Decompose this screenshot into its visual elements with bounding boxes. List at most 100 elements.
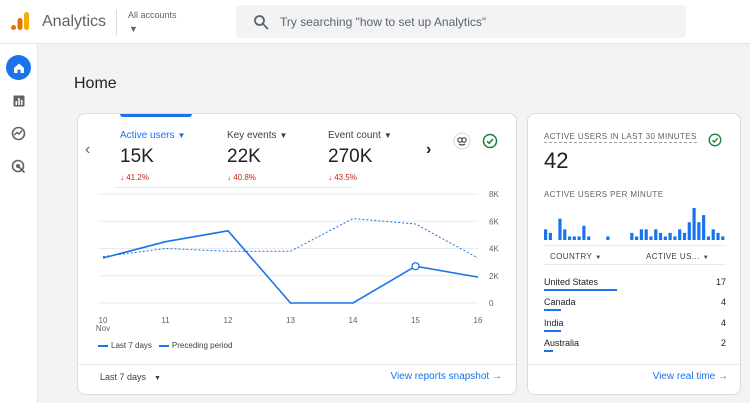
x-tick-label: 13 bbox=[286, 316, 295, 325]
country-value: 4 bbox=[720, 297, 726, 307]
minute-bar bbox=[721, 236, 725, 240]
minute-bar bbox=[635, 236, 639, 240]
chevron-left-icon[interactable]: ‹ bbox=[85, 141, 91, 158]
minute-bar bbox=[687, 222, 691, 240]
search-input[interactable]: Try searching "how to set up Analytics" bbox=[236, 5, 686, 38]
minute-bar bbox=[716, 232, 720, 240]
minute-bar bbox=[697, 222, 701, 240]
data-point-marker[interactable] bbox=[411, 262, 420, 271]
legend-swatch-dashed bbox=[158, 344, 169, 347]
metric-value: 270K bbox=[328, 146, 373, 167]
x-tick-label: 14 bbox=[349, 316, 358, 325]
minute-bar bbox=[654, 229, 658, 240]
metric-event-count[interactable]: Event count ▼ 270K ↓ 43.5% bbox=[328, 130, 392, 182]
realtime-title[interactable]: ACTIVE USERS IN LAST 30 MINUTES bbox=[544, 132, 697, 143]
chart-legend: Last 7 days Preceding period bbox=[98, 341, 232, 350]
per-minute-bar-chart bbox=[544, 208, 725, 240]
table-row[interactable]: India 4 bbox=[544, 318, 726, 338]
minute-bar bbox=[582, 225, 586, 240]
realtime-value: 42 bbox=[544, 148, 569, 173]
minute-bar bbox=[668, 232, 672, 240]
minute-bar bbox=[711, 229, 715, 240]
chevron-down-icon[interactable]: ▼ bbox=[129, 24, 138, 34]
date-range-select[interactable]: Last 7 days ▼ bbox=[100, 372, 161, 382]
x-tick-label: 12 bbox=[224, 316, 233, 325]
table-row[interactable]: Canada 4 bbox=[544, 297, 726, 317]
caret-down-icon[interactable]: ▼ bbox=[383, 131, 392, 140]
minute-bar bbox=[587, 236, 591, 240]
line-chart: 0 2K 4K 6K 8K 10 11 12 13 14 15 16 Nov bbox=[96, 190, 500, 333]
check-circle-icon[interactable] bbox=[707, 132, 723, 148]
account-selector[interactable]: All accounts bbox=[128, 10, 177, 20]
metric-label: Key events bbox=[227, 130, 277, 141]
y-tick-label: 6K bbox=[489, 217, 499, 226]
country-name: Canada bbox=[544, 297, 576, 307]
advertising-icon bbox=[11, 159, 26, 174]
y-tick-label: 0 bbox=[489, 299, 494, 308]
view-real-time-link[interactable]: View real time → bbox=[653, 371, 728, 382]
nav-advertising[interactable] bbox=[6, 154, 31, 179]
series-line-0 bbox=[102, 229, 479, 304]
nav-explore[interactable] bbox=[6, 121, 31, 146]
x-tick-label: 16 bbox=[474, 316, 483, 325]
caret-down-icon[interactable]: ▼ bbox=[702, 255, 710, 261]
analytics-logo-icon[interactable] bbox=[10, 11, 30, 31]
nav-reports[interactable] bbox=[6, 88, 31, 113]
app-title: Analytics bbox=[42, 13, 107, 30]
explore-icon bbox=[11, 126, 26, 141]
country-bar bbox=[544, 330, 562, 332]
metrics-divider bbox=[114, 187, 352, 188]
minute-bar bbox=[663, 236, 667, 240]
check-circle-icon[interactable] bbox=[481, 132, 499, 150]
minute-bar bbox=[673, 236, 677, 240]
y-tick-label: 8K bbox=[489, 190, 499, 199]
card-divider bbox=[528, 364, 740, 365]
legend-swatch-solid bbox=[98, 344, 108, 347]
series-line-1 bbox=[102, 218, 479, 259]
y-tick-label: 2K bbox=[489, 272, 499, 281]
minute-bar bbox=[544, 229, 548, 240]
active-tab-indicator bbox=[120, 114, 192, 117]
x-tick-label: 15 bbox=[411, 316, 420, 325]
metric-label: Event count bbox=[328, 130, 381, 141]
top-bar: Analytics All accounts ▼ Try searching "… bbox=[0, 0, 750, 44]
metric-label: Active users bbox=[120, 130, 175, 141]
minute-bar bbox=[639, 229, 643, 240]
reports-icon bbox=[13, 95, 24, 106]
date-range-label: Last 7 days bbox=[100, 372, 147, 382]
column-label: COUNTRY bbox=[550, 252, 593, 261]
legend-item: Last 7 days bbox=[111, 341, 152, 350]
table-row[interactable]: Australia 2 bbox=[544, 338, 726, 358]
metric-value: 15K bbox=[120, 146, 154, 167]
card-divider bbox=[78, 364, 516, 365]
chevron-right-icon[interactable]: › bbox=[426, 141, 432, 158]
insights-icon[interactable] bbox=[453, 132, 471, 150]
y-tick-label: 4K bbox=[489, 245, 499, 254]
caret-down-icon[interactable]: ▼ bbox=[279, 131, 288, 140]
arrow-right-icon: → bbox=[492, 371, 502, 382]
view-reports-link[interactable]: View reports snapshot → bbox=[390, 371, 502, 382]
left-nav-rail bbox=[0, 44, 38, 403]
caret-down-icon[interactable]: ▼ bbox=[595, 255, 602, 261]
legend-item: Preceding period bbox=[171, 341, 233, 350]
minute-bar bbox=[692, 208, 696, 240]
nav-home[interactable] bbox=[6, 55, 31, 80]
caret-down-icon[interactable]: ▼ bbox=[177, 131, 186, 140]
minute-bar bbox=[563, 229, 567, 240]
caret-down-icon[interactable]: ▼ bbox=[154, 375, 161, 382]
realtime-card: ACTIVE USERS IN LAST 30 MINUTES 42 ACTIV… bbox=[527, 113, 741, 395]
minute-bar bbox=[682, 232, 687, 240]
active-users-column-header[interactable]: ACTIVE US... ▼ bbox=[646, 252, 709, 261]
country-name: Australia bbox=[544, 338, 580, 348]
overview-card: ‹ Active users ▼ 15K ↓ 41.2% Key events ▼ … bbox=[77, 113, 517, 395]
x-tick-label: 10 bbox=[99, 316, 108, 325]
minute-bar bbox=[606, 236, 610, 240]
country-bar bbox=[544, 350, 553, 352]
country-column-header[interactable]: COUNTRY ▼ bbox=[550, 252, 602, 261]
minute-bar bbox=[630, 232, 634, 240]
x-month-label: Nov bbox=[96, 324, 110, 333]
table-row[interactable]: United States 17 bbox=[544, 277, 726, 297]
metric-key-events[interactable]: Key events ▼ 22K ↓ 40.8% bbox=[227, 130, 287, 182]
metric-active-users[interactable]: Active users ▼ 15K ↓ 41.2% bbox=[120, 130, 185, 182]
minute-bar bbox=[548, 232, 552, 240]
